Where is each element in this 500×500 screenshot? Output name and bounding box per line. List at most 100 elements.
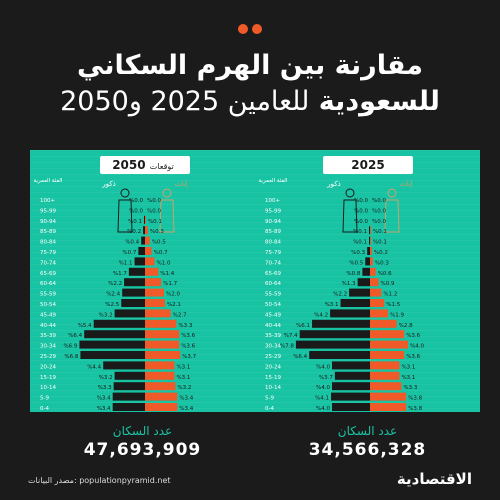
male-bar [340, 299, 370, 307]
female-bar [370, 340, 408, 349]
age-tick-label: 80-84 [40, 240, 56, 246]
female-figure-icon [159, 188, 175, 233]
female-bar [145, 299, 165, 307]
female-value-label: %1.9 [390, 312, 404, 318]
female-bar [370, 319, 397, 328]
age-tick-label: 25-29 [40, 354, 56, 360]
females-label: إناث [175, 180, 188, 188]
male-bar [312, 319, 370, 328]
male-value-label: %3.3 [98, 385, 112, 391]
female-value-label: %3.4 [179, 396, 193, 402]
male-value-label: %2.2 [108, 281, 122, 287]
male-value-label: %0.7 [122, 250, 136, 256]
age-tick-label: 65-69 [40, 271, 56, 277]
age-tick-label: 90-94 [265, 219, 281, 225]
male-value-label: %0.4 [125, 240, 139, 246]
female-bar [370, 309, 389, 318]
age-tick-label: 90-94 [40, 219, 56, 225]
female-bar [145, 215, 146, 224]
age-tick-label: 65-69 [265, 271, 281, 277]
male-value-label: %0.0 [354, 219, 368, 225]
age-tick-label: 100+ [40, 198, 55, 204]
male-value-label: %4.1 [315, 396, 329, 402]
female-bar [370, 247, 372, 255]
male-value-label: %0.5 [349, 260, 363, 266]
female-bar [145, 288, 164, 297]
female-bar [145, 403, 178, 411]
female-value-label: %0.6 [378, 271, 392, 277]
female-value-label: %0.9 [381, 281, 395, 287]
female-value-label: %3.3 [403, 385, 417, 391]
male-bar [144, 215, 145, 224]
pyramid-panel-2025: الفئة العمرية ذكور إناث 100+ %0.0 %0.0 95-99 %0… [255, 150, 480, 412]
male-bar [367, 247, 370, 255]
female-bar [145, 257, 155, 266]
male-value-label: %0.3 [351, 250, 365, 256]
male-value-label: %2.5 [105, 302, 119, 308]
male-value-label: %0.2 [127, 229, 141, 235]
age-tick-label: 100+ [265, 198, 280, 204]
female-bar [145, 351, 181, 359]
male-bar [128, 267, 145, 276]
male-bar [112, 403, 145, 411]
age-tick-label: 60-64 [265, 281, 281, 287]
male-value-label: %7.8 [280, 344, 294, 350]
female-bar [370, 403, 407, 411]
title-line-1: مقارنة بين الهرم السكاني [77, 50, 423, 81]
pyramid-chart-2050: الفئة العمرية ذكور إناث 100+ %0.0 %0.0 95-99 %0… [34, 178, 197, 412]
male-value-label: %2.4 [106, 292, 120, 298]
female-bar [145, 340, 180, 349]
female-bar [370, 267, 376, 276]
female-value-label: %3.1 [176, 364, 190, 370]
female-bar [145, 236, 150, 245]
male-value-label: %3.4 [97, 396, 111, 402]
forecast-label: توقعات [149, 162, 174, 171]
male-bar [295, 340, 370, 349]
population-value-2025: 34,566,328 [308, 440, 427, 460]
orange-dot [252, 24, 262, 34]
female-bar [145, 330, 180, 339]
male-bar [349, 288, 370, 297]
male-value-label: %5.4 [78, 323, 92, 329]
female-value-label: %3.2 [177, 385, 191, 391]
male-bar [357, 278, 370, 287]
age-tick-label: 25-29 [265, 354, 281, 360]
female-value-label: %0.0 [147, 208, 161, 214]
male-value-label: %0.0 [354, 198, 368, 204]
age-tick-label: 15-19 [40, 375, 56, 381]
female-value-label: %4.0 [410, 344, 424, 350]
age-tick-label: 85-89 [265, 229, 281, 235]
age-tick-label: 50-54 [265, 302, 281, 308]
male-figure-icon [342, 188, 358, 233]
male-value-label: %0.0 [129, 208, 143, 214]
age-tick-label: 20-24 [265, 364, 281, 370]
female-bar [145, 392, 178, 401]
age-tick-label: 10-14 [40, 385, 56, 391]
female-value-label: %3.1 [176, 375, 190, 381]
male-value-label: %6.8 [64, 354, 78, 360]
male-value-label: %3.7 [319, 375, 333, 381]
title-line-2: للسعودية للعامين 2025 و2050 [0, 86, 500, 117]
male-value-label: %0.1 [353, 229, 367, 235]
male-bar [299, 330, 370, 339]
female-value-label: %3.6 [406, 333, 420, 339]
male-bar [124, 278, 145, 287]
age-tick-label: 55-59 [265, 292, 281, 298]
female-bar [370, 226, 371, 235]
age-tick-label: 75-79 [40, 250, 56, 256]
male-value-label: %7.4 [284, 333, 298, 339]
age-tick-label: 85-89 [40, 229, 56, 235]
female-value-label: %0.3 [375, 260, 389, 266]
age-tick-label: 80-84 [265, 240, 281, 246]
female-value-label: %0.7 [154, 250, 168, 256]
female-bar [145, 267, 159, 276]
male-bar [112, 392, 145, 401]
male-value-label: %0.1 [353, 240, 367, 246]
age-tick-label: 40-44 [265, 323, 281, 329]
males-label: ذكور [101, 180, 115, 188]
male-bar [143, 226, 145, 235]
year-2050: 2050 [112, 158, 146, 172]
male-bar [79, 340, 145, 349]
male-bar [334, 371, 370, 380]
female-bar [370, 257, 373, 266]
